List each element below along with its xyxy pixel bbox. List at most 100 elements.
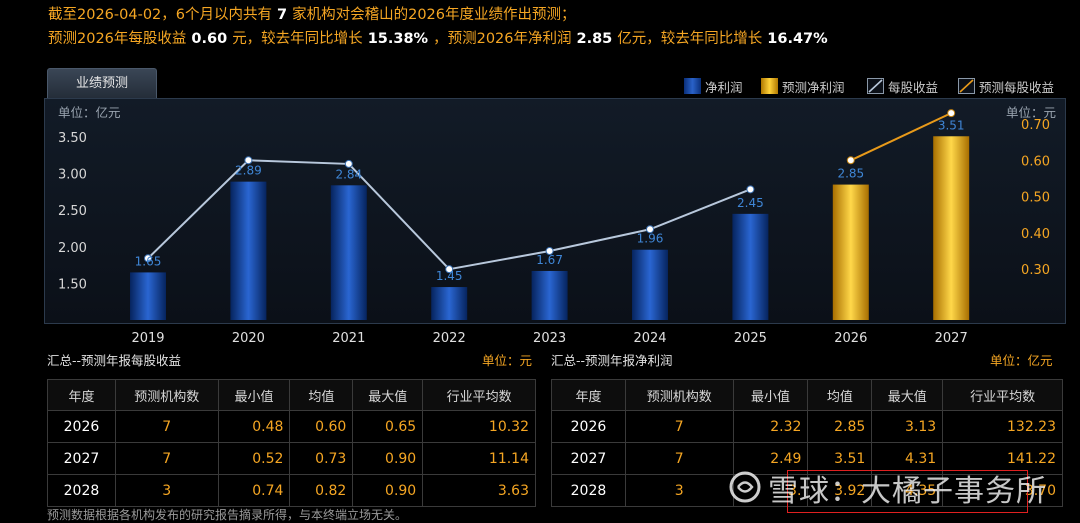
disclaimer: 预测数据根据各机构发布的研究报告摘录所得，与本终端立场无关。 xyxy=(47,508,408,522)
left-axis-unit: 单位：亿元 xyxy=(58,105,121,120)
table-cell: 2026 xyxy=(551,410,626,443)
table-cell: 2.85 xyxy=(807,410,873,443)
legend-eps[interactable]: 每股收益 xyxy=(867,77,938,95)
net-profit-bar xyxy=(732,213,769,320)
np-forecast-value: 2.85 xyxy=(576,31,613,47)
y-right-tick-label: 0.60 xyxy=(1021,154,1050,169)
eps-table-title: 汇总--预测年报每股收益 xyxy=(47,353,182,368)
tab-earnings-forecast[interactable]: 业绩预测 xyxy=(47,68,157,99)
column-header: 行业平均数 xyxy=(942,379,1063,411)
forecast-eps-point xyxy=(947,109,956,118)
column-header: 预测机构数 xyxy=(114,379,219,411)
legend-forecast-net-profit[interactable]: 预测净利润 xyxy=(761,77,845,95)
y-right-tick-label: 0.70 xyxy=(1021,118,1050,133)
np-forecast-unit: 亿元，较去年同比增长 xyxy=(617,31,763,47)
table-cell: 2028 xyxy=(47,474,116,507)
table-header-row: 年度 预测机构数 最小值 均值 最大值 行业平均数 xyxy=(551,379,1063,411)
np-table-title: 汇总--预测年报净利润 xyxy=(551,353,673,368)
table-cell: 0.90 xyxy=(352,442,424,475)
table-cell: 2028 xyxy=(551,474,626,507)
table-row: 2028 3 3. 3.92 4.35 3.70 xyxy=(551,474,1063,507)
eps-forecast-unit: 元，较去年同比增长 xyxy=(232,31,363,47)
table-row: 2027 7 0.52 0.73 0.90 11.14 xyxy=(47,442,536,475)
column-header: 最小值 xyxy=(732,379,809,411)
xueqiu-logo-icon xyxy=(729,471,761,503)
y-left-tick-label: 1.50 xyxy=(58,277,87,292)
np-table-unit: 单位：亿元 xyxy=(990,353,1053,368)
bar-data-label: 1.67 xyxy=(536,253,563,267)
eps-growth-value: 15.38% xyxy=(367,31,429,47)
x-tick-label: 2020 xyxy=(232,331,265,346)
net-profit-swatch xyxy=(684,78,701,94)
column-header: 最小值 xyxy=(217,379,291,411)
bar-data-label: 2.89 xyxy=(235,164,262,178)
legend-forecast-eps[interactable]: 预测每股收益 xyxy=(958,77,1054,95)
net-profit-forecast-table: 年度 预测机构数 最小值 均值 最大值 行业平均数 2026 7 2.32 2.85 3.13 13… xyxy=(551,379,1063,507)
y-right-tick-label: 0.30 xyxy=(1021,263,1050,278)
y-left-tick-label: 3.50 xyxy=(58,131,87,146)
eps-table-unit: 单位：元 xyxy=(482,353,533,368)
column-header: 年度 xyxy=(551,379,626,411)
eps-point xyxy=(244,156,253,165)
column-header: 行业平均数 xyxy=(422,379,536,411)
table-cell: 132.23 xyxy=(942,410,1063,443)
table-cell: 3.13 xyxy=(871,410,944,443)
net-profit-bar xyxy=(330,185,367,320)
y-left-tick-label: 2.50 xyxy=(58,204,87,219)
net-profit-bar xyxy=(130,272,166,320)
column-header: 均值 xyxy=(807,379,873,411)
legend-net-profit[interactable]: 净利润 xyxy=(684,77,743,95)
np-forecast-label: ，预测2026年净利润 xyxy=(433,31,572,47)
column-header: 预测机构数 xyxy=(624,379,734,411)
eps-point xyxy=(746,185,755,194)
right-axis-unit: 单位：元 xyxy=(1006,105,1056,120)
institution-count: 7 xyxy=(277,7,288,23)
table-cell: 2.32 xyxy=(732,410,809,443)
eps-point xyxy=(545,247,554,256)
table-cell: 2026 xyxy=(47,410,116,443)
y-right-tick-label: 0.50 xyxy=(1021,191,1050,206)
eps-swatch xyxy=(867,78,884,94)
table-cell: 7 xyxy=(114,410,219,443)
eps-point xyxy=(144,254,152,263)
summary-line-1: 截至2026-04-02，6个月以内共有 7 家机构对会稽山的2026年度业绩作出预… xyxy=(48,3,576,24)
y-right-tick-label: 0.40 xyxy=(1021,227,1050,242)
x-tick-label: 2027 xyxy=(935,331,968,346)
table-cell: 3 xyxy=(624,474,734,507)
bar-data-label: 2.84 xyxy=(335,167,362,181)
summary-line-2: 预测2026年每股收益 0.60 元，较去年同比增长 15.38% ，预测2026年净利… xyxy=(48,27,833,48)
x-tick-label: 2026 xyxy=(834,331,867,346)
forecast-eps-point xyxy=(846,156,855,165)
forecast-eps-line xyxy=(850,112,952,162)
bar-data-label: 2.45 xyxy=(737,196,764,210)
x-tick-label: 2024 xyxy=(633,331,666,346)
table-cell: 0.52 xyxy=(217,442,291,475)
net-profit-bar xyxy=(531,270,568,320)
table-cell: 0.74 xyxy=(217,474,291,507)
net-profit-bar xyxy=(431,287,468,320)
bar-data-label: 1.65 xyxy=(135,254,162,268)
table-cell: 3.92 xyxy=(807,474,873,507)
bar-data-label: 1.45 xyxy=(436,269,463,283)
table-cell: 0.60 xyxy=(289,410,354,443)
x-tick-label: 2019 xyxy=(131,331,164,346)
forecast-net-profit-bar xyxy=(832,184,869,320)
table-cell: 3.63 xyxy=(422,474,536,507)
y-left-tick-label: 2.00 xyxy=(58,241,87,256)
table-cell: 4.35 xyxy=(871,474,944,507)
table-row: 2027 7 2.49 3.51 4.31 141.22 xyxy=(551,442,1063,475)
table-cell: 0.90 xyxy=(352,474,424,507)
legend-label: 预测每股收益 xyxy=(979,79,1055,95)
column-header: 最大值 xyxy=(352,379,424,411)
watermark: 雪球：大橘子事务所 xyxy=(768,474,1047,509)
eps-point xyxy=(646,225,654,234)
table-row: 2028 3 0.74 0.82 0.90 3.63 xyxy=(47,474,536,507)
column-header: 均值 xyxy=(289,379,354,411)
eps-forecast-table: 年度 预测机构数 最小值 均值 最大值 行业平均数 2026 7 0.48 0.60 0.65 10… xyxy=(47,379,536,507)
table-cell: 2027 xyxy=(47,442,116,475)
summary-suffix: 家机构对会稽山的2026年度业绩作出预测； xyxy=(292,7,576,23)
forecast-net-profit-swatch xyxy=(761,78,778,94)
column-header: 年度 xyxy=(47,379,116,411)
table-cell: 3.51 xyxy=(807,442,873,475)
